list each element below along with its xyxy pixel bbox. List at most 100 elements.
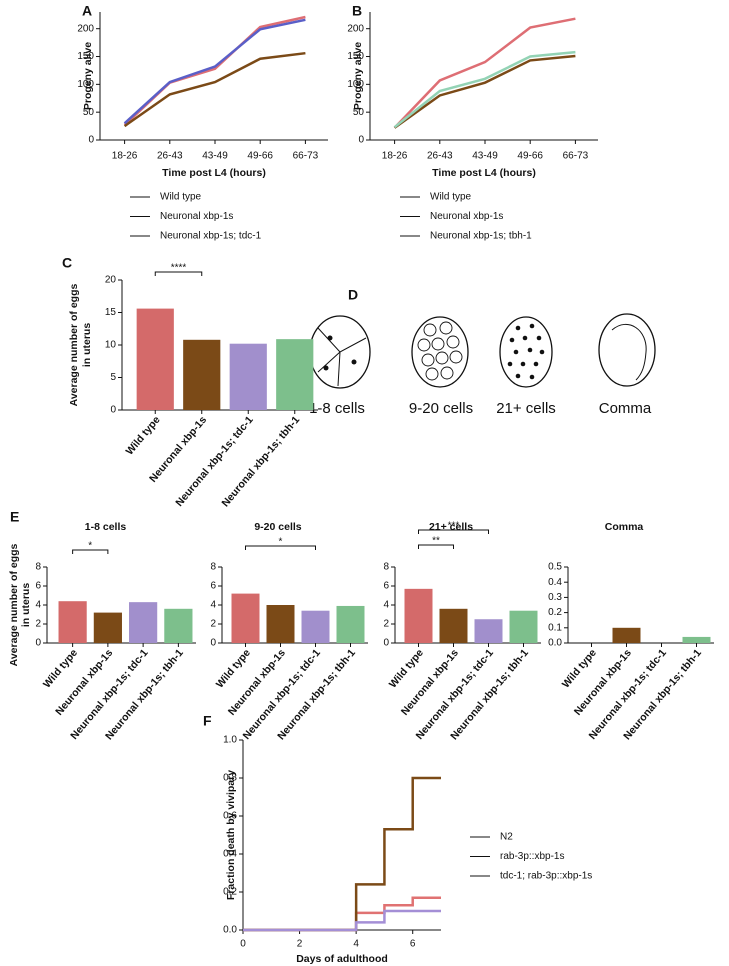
bar — [404, 588, 433, 643]
bar — [183, 339, 221, 410]
legend-label: tdc-1; rab-3p::xbp-1s — [500, 871, 592, 882]
nuclei — [507, 323, 545, 380]
cell-cluster — [417, 321, 463, 381]
significance-label: **** — [171, 263, 187, 274]
significance-bracket — [245, 545, 316, 550]
bar — [93, 612, 122, 643]
y-tick-label: 1.0 — [223, 735, 237, 746]
legend-label: Neuronal xbp-1s — [160, 211, 233, 222]
significance-label: * — [88, 541, 92, 552]
bar — [229, 343, 267, 410]
legend-label: Neuronal xbp-1s — [430, 211, 503, 222]
bar — [474, 619, 503, 643]
series-line — [123, 51, 306, 128]
significance-bracket — [72, 549, 109, 554]
x-tick-label: 4 — [353, 939, 359, 950]
y-tick-label: 100 — [347, 79, 364, 90]
series-line — [243, 909, 441, 932]
series-line — [243, 896, 441, 932]
y-tick-label: 0.3 — [548, 592, 562, 603]
chart-title: 1-8 cells — [85, 521, 127, 533]
x-tick-label: 49-66 — [517, 151, 543, 162]
legend-label: N2 — [500, 832, 513, 843]
y-tick-label: 0.4 — [548, 577, 562, 588]
y-tick-label: 5 — [110, 372, 116, 383]
y-tick-label: 2 — [210, 619, 216, 630]
bar — [276, 339, 314, 410]
legend-label: Wild type — [430, 192, 472, 203]
significance-label: *** — [448, 521, 460, 532]
y-tick-label: 0 — [383, 638, 389, 649]
y-tick-label: 50 — [83, 107, 95, 118]
y-tick-label: 0 — [358, 135, 364, 146]
panel-letter: F — [203, 713, 212, 729]
x-tick-label: 26-43 — [157, 151, 183, 162]
y-tick-label: 0 — [88, 135, 94, 146]
stage-label: 1-8 cells — [309, 400, 365, 417]
x-tick-label: 18-26 — [382, 151, 408, 162]
comma-embryo — [611, 324, 647, 381]
panel-letter: C — [62, 255, 72, 271]
series-line — [123, 15, 306, 126]
y-axis-label: in uterus — [20, 583, 32, 627]
egg-icon — [499, 316, 553, 388]
y-tick-label: 0.5 — [548, 562, 562, 573]
panel-letter: D — [348, 287, 358, 303]
significance-bracket — [418, 529, 489, 534]
y-tick-label: 2 — [383, 619, 389, 630]
stage-label: 9-20 cells — [409, 400, 473, 417]
x-axis-label: Time post L4 (hours) — [432, 167, 536, 179]
y-axis-label: Average number of eggs — [68, 283, 80, 406]
y-tick-label: 150 — [347, 51, 364, 62]
y-tick-label: 6 — [35, 581, 41, 592]
cell-lines — [317, 327, 367, 387]
y-tick-label: 0.6 — [223, 811, 237, 822]
legend-label: Wild type — [160, 192, 202, 203]
significance-bracket — [154, 271, 203, 276]
y-tick-label: 0.2 — [548, 607, 562, 618]
y-tick-label: 0.1 — [548, 622, 562, 633]
chart-title: 9-20 cells — [254, 521, 301, 533]
bar — [336, 605, 365, 643]
y-tick-label: 50 — [353, 107, 365, 118]
significance-bracket — [418, 544, 454, 549]
y-tick-label: 150 — [77, 51, 94, 62]
embryo-diagram — [309, 313, 656, 389]
y-tick-label: 0 — [110, 405, 116, 416]
series-line — [393, 54, 576, 129]
bar — [129, 602, 158, 643]
series-line — [393, 50, 576, 129]
nucleus — [351, 359, 357, 365]
x-tick-label: Wild type — [124, 414, 163, 458]
y-tick-label: 0.0 — [223, 925, 237, 936]
x-tick-label: 43-49 — [202, 151, 228, 162]
y-tick-label: 200 — [347, 23, 364, 34]
stage-label: Comma — [599, 400, 652, 417]
significance-label: * — [279, 537, 283, 548]
x-tick-label: 0 — [240, 939, 246, 950]
bar — [136, 308, 174, 410]
y-tick-label: 0.4 — [223, 849, 237, 860]
y-tick-label: 4 — [383, 600, 389, 611]
x-tick-label: Neuronal xbp-1s; tdc-1 — [173, 414, 255, 509]
y-axis-label: Fraction death by vivipary — [225, 770, 237, 900]
y-tick-label: 6 — [210, 581, 216, 592]
y-tick-label: 0.0 — [548, 638, 562, 649]
chart-title: Comma — [605, 521, 644, 533]
y-tick-label: 4 — [35, 600, 41, 611]
legend-label: Neuronal xbp-1s; tdc-1 — [160, 231, 262, 242]
legend-label: Neuronal xbp-1s; tbh-1 — [430, 231, 532, 242]
bar — [612, 627, 641, 643]
nucleus — [323, 365, 329, 371]
series-line — [123, 18, 306, 125]
bar — [301, 610, 330, 643]
nucleus — [327, 335, 333, 341]
bar — [439, 608, 468, 643]
stage-label: 21+ cells — [496, 400, 556, 417]
y-axis-label: Progeny alive — [82, 42, 94, 110]
bar — [266, 605, 295, 643]
y-tick-label: 0 — [35, 638, 41, 649]
y-tick-label: 2 — [35, 619, 41, 630]
y-tick-label: 6 — [383, 581, 389, 592]
y-tick-label: 200 — [77, 23, 94, 34]
